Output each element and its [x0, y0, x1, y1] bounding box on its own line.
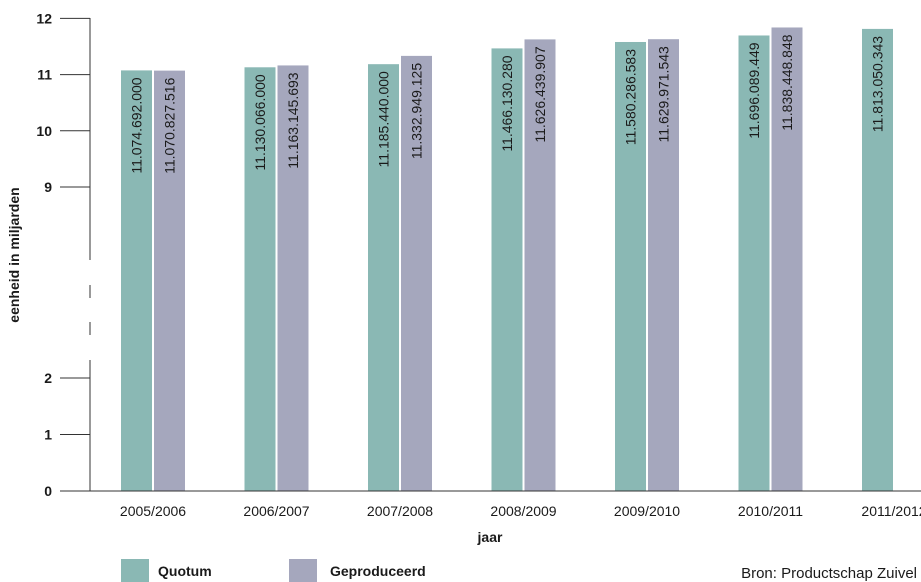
bar-geproduceerd — [154, 70, 185, 491]
x-tick-label: 2008/2009 — [490, 503, 556, 519]
y-axis-title: eenheid in miljarden — [6, 187, 22, 322]
bar-value-label: 11.130.066.000 — [252, 74, 268, 170]
bar-quotum — [738, 35, 770, 492]
legend-swatch-geproduceerd — [289, 559, 317, 582]
bar-value-label: 11.163.145.693 — [285, 72, 301, 168]
data-labels: 11.074.692.000 11.070.827.516 11.130.066.0… — [129, 34, 886, 174]
bar-quotum — [244, 67, 276, 492]
bars — [121, 27, 893, 492]
x-tick-label: 2011/2012 — [861, 503, 921, 519]
y-tick-label: 1 — [44, 427, 52, 443]
x-tick-label: 2005/2006 — [120, 503, 186, 519]
bar-geproduceerd — [648, 39, 679, 492]
bar-value-label: 11.070.827.516 — [162, 77, 178, 173]
y-tick-label: 9 — [44, 179, 52, 195]
bar-geproduceerd — [524, 39, 556, 492]
legend-swatch-quotum — [121, 559, 149, 582]
legend-label-geproduceerd: Geproduceerd — [330, 563, 426, 579]
bar-value-label: 11.813.050.343 — [870, 36, 886, 132]
x-tick-label: 2009/2010 — [614, 503, 680, 519]
x-tick-label: 2006/2007 — [243, 503, 309, 519]
bar-value-label: 11.629.971.543 — [656, 46, 672, 142]
y-tick-label: 10 — [36, 123, 52, 139]
bar-quotum — [121, 70, 152, 491]
bar-value-label: 11.185.440.000 — [376, 71, 392, 167]
bar-value-label: 11.838.448.848 — [779, 34, 795, 130]
bar-geproduceerd — [277, 65, 309, 491]
bar-value-label: 11.332.949.125 — [409, 63, 425, 159]
x-tick-label: 2010/2011 — [738, 503, 803, 519]
bar-value-label: 11.466.130.280 — [499, 55, 515, 151]
bar-value-label: 11.696.089.449 — [746, 42, 762, 138]
bar-geproduceerd — [771, 27, 803, 491]
x-axis: 2005/2006 2006/2007 2007/2008 2008/2009 2009… — [60, 490, 921, 519]
source-note: Bron: Productschap Zuivel — [741, 565, 917, 582]
y-tick-label: 0 — [44, 483, 52, 499]
legend: Quotum Geproduceerd — [121, 559, 426, 582]
bar-value-label: 11.074.692.000 — [129, 77, 145, 173]
x-axis-title: jaar — [477, 529, 503, 545]
bar-quotum — [491, 48, 523, 492]
legend-label-quotum: Quotum — [158, 563, 212, 579]
bar-geproduceerd — [401, 55, 432, 492]
bar-value-label: 11.626.439.907 — [532, 46, 548, 142]
x-tick-label: 2007/2008 — [367, 503, 433, 519]
bar-value-label: 11.580.286.583 — [623, 49, 639, 145]
bar-quotum — [368, 64, 399, 491]
bar-quotum — [862, 28, 893, 492]
y-tick-label: 11 — [37, 67, 52, 83]
y-tick-label: 2 — [44, 370, 52, 386]
y-tick-label: 12 — [36, 10, 52, 26]
bar-quotum — [615, 41, 646, 492]
